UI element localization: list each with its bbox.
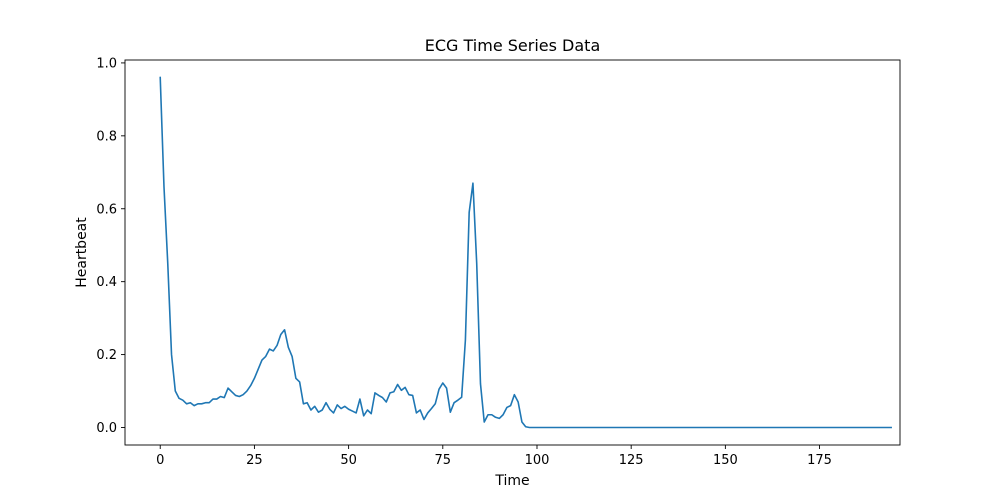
plot-area xyxy=(124,59,901,446)
axes-frame xyxy=(124,59,901,446)
x-axis-label: Time xyxy=(494,473,529,489)
y-tick-label: 0.6 xyxy=(96,202,117,217)
y-tick-label: 0.8 xyxy=(96,129,117,144)
y-tick-label: 0.2 xyxy=(96,348,117,363)
chart-title: ECG Time Series Data xyxy=(425,36,601,55)
x-tick-label: 25 xyxy=(246,453,263,468)
x-tick-label: 75 xyxy=(435,453,452,468)
y-tick-label: 1.0 xyxy=(96,56,117,71)
x-axis: 0 25 50 75 100 125 150 175 xyxy=(156,445,832,468)
x-tick-label: 50 xyxy=(340,453,357,468)
x-tick-label: 175 xyxy=(807,453,832,468)
x-tick-label: 0 xyxy=(156,453,164,468)
ecg-series-line xyxy=(159,76,892,429)
y-tick-label: 0.4 xyxy=(96,275,117,290)
x-tick-label: 150 xyxy=(713,453,738,468)
x-tick-label: 100 xyxy=(525,453,550,468)
y-tick-label: 0.0 xyxy=(96,421,117,436)
x-tick-label: 125 xyxy=(619,453,644,468)
y-axis: 0.0 0.2 0.4 0.6 0.8 1.0 xyxy=(96,56,125,436)
y-axis-label: Heartbeat xyxy=(74,217,90,288)
